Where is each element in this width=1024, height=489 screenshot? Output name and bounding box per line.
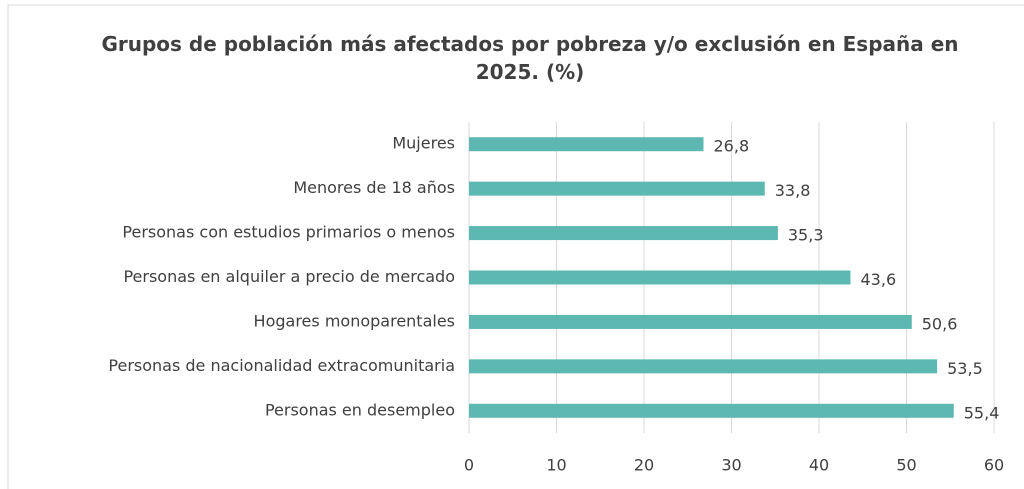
- x-tick-label: 30: [721, 456, 741, 475]
- value-label: 35,3: [788, 226, 824, 245]
- y-tick-label: Mujeres: [392, 134, 455, 153]
- bar: [469, 181, 765, 196]
- bar: [469, 359, 938, 374]
- value-label: 53,5: [947, 359, 983, 378]
- value-label: 50,6: [922, 314, 958, 333]
- bar: [469, 403, 954, 418]
- x-tick-label: 50: [896, 456, 916, 475]
- chart-title: Grupos de población más afectados por po…: [101, 32, 959, 84]
- y-tick-label: Hogares monoparentales: [254, 311, 455, 330]
- y-tick-label: Personas con estudios primarios o menos: [122, 223, 455, 242]
- bar: [469, 314, 912, 329]
- x-tick-label: 20: [634, 456, 654, 475]
- value-label: 55,4: [964, 403, 1000, 422]
- x-tick-label: 0: [464, 456, 474, 475]
- bar: [469, 137, 704, 152]
- y-tick-label: Personas en alquiler a precio de mercado: [123, 267, 455, 286]
- x-tick-label: 10: [546, 456, 566, 475]
- value-label: 26,8: [714, 137, 750, 156]
- bar: [469, 270, 851, 285]
- value-label: 43,6: [861, 270, 897, 289]
- x-tick-label: 60: [984, 456, 1004, 475]
- chart-border: [7, 4, 1024, 489]
- bar: [469, 226, 778, 241]
- y-tick-label: Menores de 18 años: [293, 178, 455, 197]
- y-tick-label: Personas en desempleo: [265, 400, 455, 419]
- y-tick-label: Personas de nacionalidad extracomunitari…: [108, 356, 455, 375]
- x-tick-label: 40: [809, 456, 829, 475]
- value-label: 33,8: [775, 181, 811, 200]
